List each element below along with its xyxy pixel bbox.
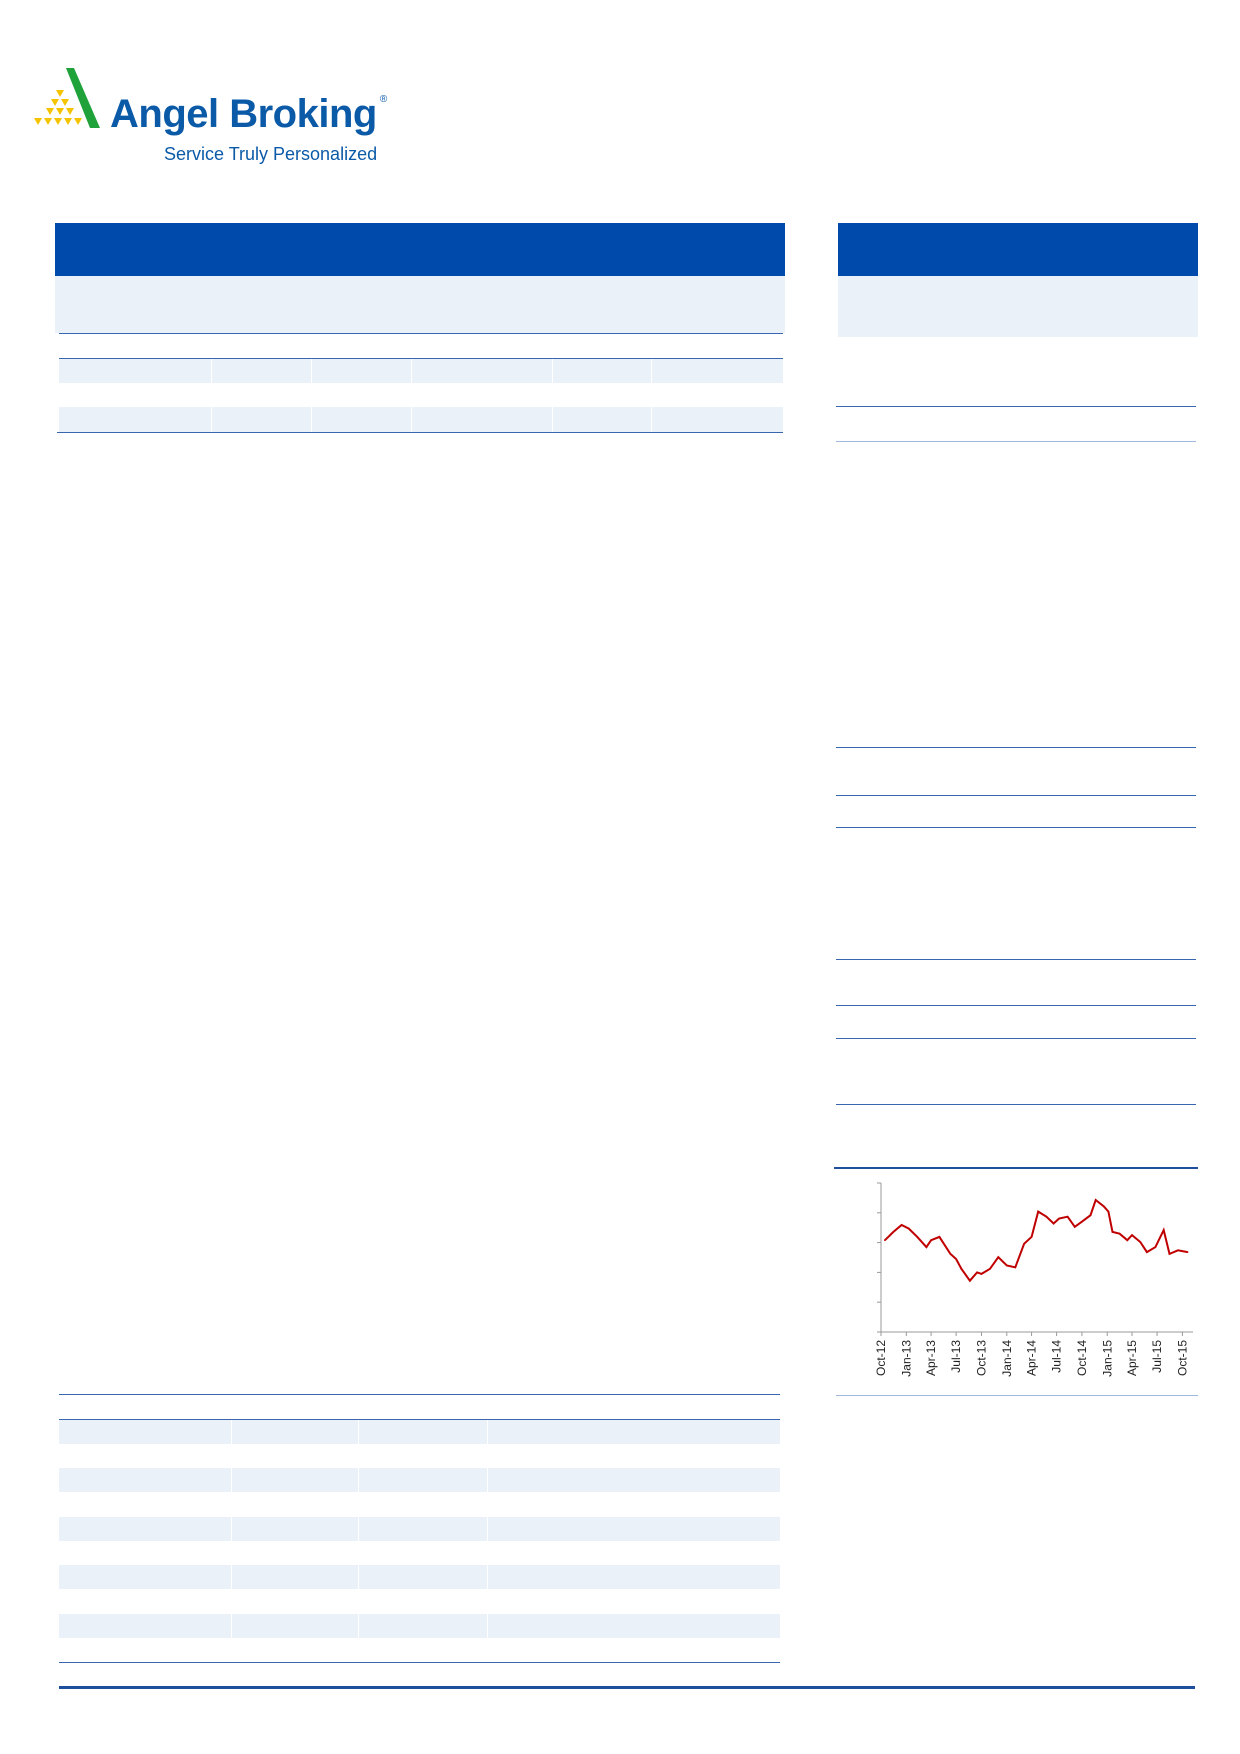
left-subheader-band <box>55 276 785 333</box>
x-tick-label: Jul-14 <box>1050 1340 1064 1373</box>
divider <box>834 1167 1198 1169</box>
table-row <box>59 359 783 383</box>
divider <box>59 358 783 359</box>
column-separator <box>651 359 652 432</box>
divider <box>836 747 1196 748</box>
divider <box>836 1038 1196 1039</box>
x-tick-label: Oct-12 <box>874 1340 888 1376</box>
footer-rule <box>59 1686 1195 1689</box>
x-tick-label: Oct-14 <box>1075 1340 1089 1376</box>
divider <box>59 333 783 334</box>
x-tick-label: Oct-13 <box>974 1340 988 1376</box>
left-header-bar <box>55 223 785 276</box>
column-separator <box>231 1420 232 1662</box>
divider <box>836 959 1196 960</box>
right-header-bar <box>838 223 1198 276</box>
divider <box>59 1394 780 1395</box>
logo-triangles-icon <box>34 68 100 128</box>
divider <box>59 1419 780 1420</box>
table-row <box>59 407 783 432</box>
divider <box>836 827 1196 828</box>
divider <box>59 1662 780 1663</box>
divider <box>836 1395 1198 1396</box>
right-subheader-band <box>838 276 1198 337</box>
table-row <box>59 1420 780 1444</box>
divider <box>836 1005 1196 1006</box>
divider <box>836 795 1196 796</box>
column-separator <box>311 359 312 432</box>
logo-name-row: Angel Broking ® <box>110 92 387 136</box>
x-tick-label: Apr-15 <box>1125 1340 1139 1376</box>
column-separator <box>487 1420 488 1662</box>
x-tick-label: Jul-15 <box>1150 1340 1164 1373</box>
table-row <box>59 1468 780 1492</box>
logo-name: Angel Broking <box>110 92 377 136</box>
x-tick-label: Oct-15 <box>1175 1340 1189 1376</box>
x-tick-label: Jul-13 <box>949 1340 963 1373</box>
table-row <box>59 1614 780 1638</box>
x-tick-label: Jan-15 <box>1100 1340 1114 1377</box>
x-tick-label: Apr-14 <box>1025 1340 1039 1376</box>
table-row <box>59 1565 780 1589</box>
divider <box>57 432 783 433</box>
logo-tagline: Service Truly Personalized <box>164 144 378 164</box>
column-separator <box>552 359 553 432</box>
logo-registered: ® <box>379 94 388 105</box>
divider <box>836 406 1196 407</box>
column-separator <box>358 1420 359 1662</box>
column-separator <box>411 359 412 432</box>
x-tick-label: Jan-14 <box>1000 1340 1014 1377</box>
divider <box>836 441 1196 442</box>
divider <box>836 1104 1196 1105</box>
column-separator <box>211 359 212 432</box>
price-series-line <box>884 1198 1188 1283</box>
price-chart: Oct-12 Jan-13 Apr-13 Jul-13 Oct-13 Jan-14 Apr-… <box>874 1182 1193 1377</box>
table-row <box>59 1517 780 1541</box>
x-tick-label: Apr-13 <box>924 1340 938 1376</box>
x-tick-label: Jan-13 <box>899 1340 913 1377</box>
logo: Angel Broking ® Service Truly Personaliz… <box>32 66 432 170</box>
